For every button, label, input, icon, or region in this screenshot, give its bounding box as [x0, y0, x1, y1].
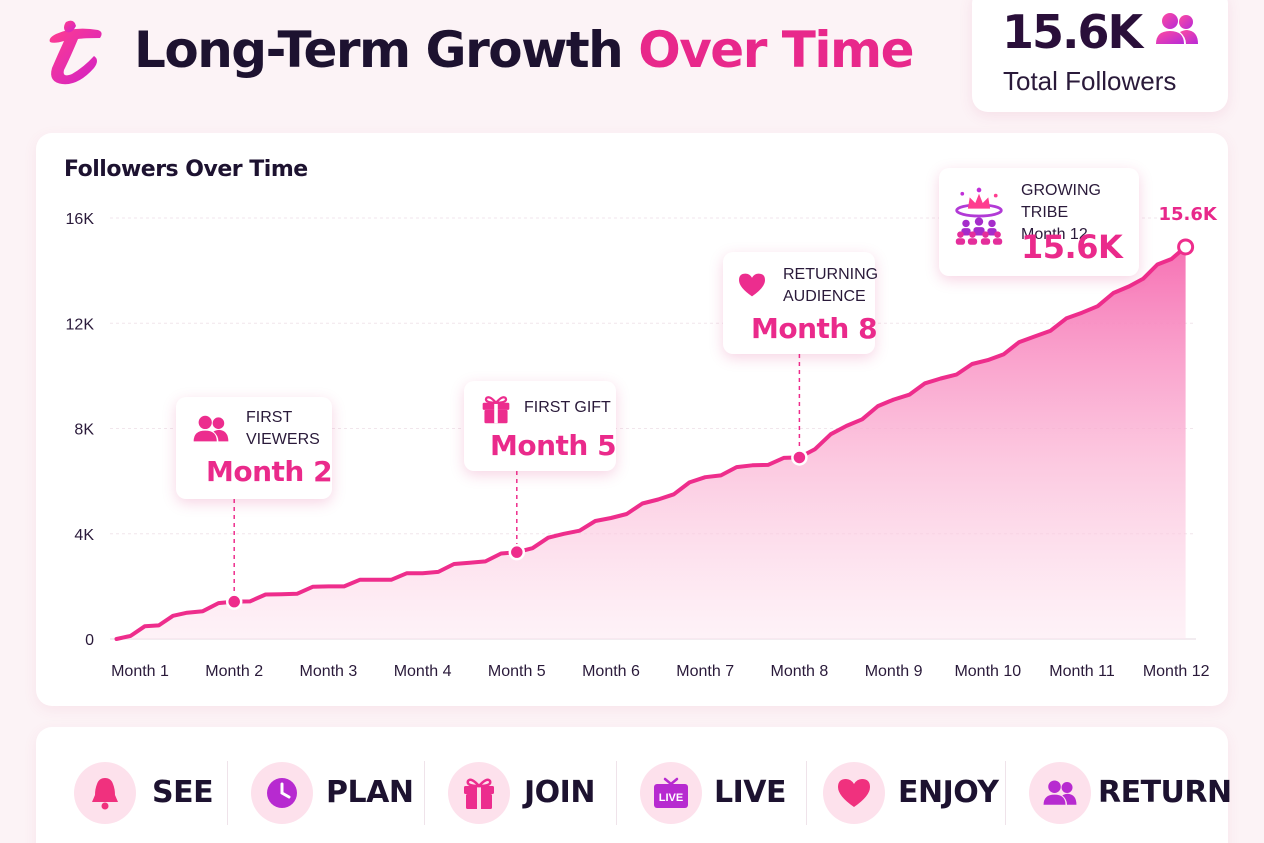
y-tick-label: 16K [66, 211, 95, 228]
step-label: ENJOY [898, 775, 999, 810]
followers-area [116, 246, 1186, 639]
milestone-point[interactable] [508, 543, 526, 561]
milestone-point[interactable] [225, 593, 243, 610]
x-tick-label: Month 7 [676, 663, 734, 680]
journey-steps-bar: SEE PLAN JOIN [36, 727, 1232, 843]
milestone-value: Month 5 [490, 429, 617, 462]
milestone-first-gift: FIRST GIFT Month 5 [464, 381, 617, 471]
step-divider [424, 761, 425, 825]
milestone-point[interactable] [791, 449, 808, 466]
heart-icon [739, 273, 765, 297]
milestone-caption: FIRST GIFT [524, 397, 611, 419]
live-tv-icon: LIVE [654, 777, 688, 808]
users-icon [1156, 13, 1198, 44]
milestone-growing-tribe: GROWING TRIBE Month 12 15.6K [939, 168, 1139, 276]
x-tick-label: Month 11 [1049, 663, 1115, 680]
step-divider [616, 761, 617, 825]
brand-t-icon [49, 20, 102, 85]
caption-line: AUDIENCE [783, 288, 866, 305]
x-tick-label: Month 6 [582, 663, 640, 680]
x-tick-label: Month 10 [954, 663, 1021, 680]
step-icon-circle [74, 762, 136, 824]
followers-chart-card: Followers Over Time 0 4K 8K 12K 16K Month 1 M… [36, 133, 1228, 706]
step-label: JOIN [524, 775, 595, 810]
milestone-returning-audience: RETURNING AUDIENCE Month 8 [723, 252, 878, 354]
step-divider [806, 761, 807, 825]
step-label: RETURN [1098, 775, 1232, 810]
step-icon-circle [251, 762, 313, 824]
y-tick-label: 4K [74, 527, 94, 544]
users-icon [1043, 780, 1077, 805]
caption-line: FIRST GIFT [524, 399, 611, 416]
page-title: Long-Term Growth Over Time [134, 21, 915, 79]
milestone-first-viewers: FIRST VIEWERS Month 2 [176, 397, 333, 499]
y-tick-label: 12K [66, 316, 95, 333]
page-title-highlight: Over Time [638, 21, 914, 79]
caption-line: VIEWERS [246, 431, 320, 448]
x-tick-label: Month 8 [770, 663, 828, 680]
step-label: LIVE [714, 775, 787, 810]
step-divider [1005, 761, 1006, 825]
users-icon [193, 415, 229, 442]
heart-icon [838, 779, 870, 807]
gift-icon [482, 396, 510, 424]
x-tick-label: Month 9 [865, 663, 923, 680]
milestone-caption: GROWING TRIBE Month 12 [1021, 180, 1139, 246]
x-tick-label: Month 3 [299, 663, 357, 680]
step-label: PLAN [326, 775, 414, 810]
milestone-value: Month 8 [751, 312, 878, 345]
total-followers-value: 15.6K [1002, 5, 1143, 59]
step-icon-circle [823, 762, 885, 824]
step-icon-circle: LIVE [640, 762, 702, 824]
x-tick-label: Month 12 [1143, 663, 1210, 680]
chart-title: Followers Over Time [64, 157, 308, 182]
end-point[interactable] [1177, 238, 1195, 256]
x-tick-label: Month 4 [394, 663, 452, 680]
total-followers-card: 15.6K Total Followers [972, 0, 1228, 112]
clock-icon [267, 778, 297, 808]
bell-icon [92, 778, 118, 810]
step-icon-circle [448, 762, 510, 824]
y-tick-label: 8K [74, 422, 94, 439]
followers-chart: 0 4K 8K 12K 16K Month 1 Month 2 Month 3 Month 4… [66, 204, 1218, 680]
milestone-value: 15.6K [1021, 228, 1123, 266]
svg-text:LIVE: LIVE [659, 792, 683, 804]
y-tick-label: 0 [85, 632, 94, 649]
caption-line: FIRST [246, 409, 293, 426]
step-divider [227, 761, 228, 825]
end-value-label: 15.6K [1158, 204, 1217, 225]
milestone-value: Month 2 [206, 455, 333, 488]
step-icon-circle [1029, 762, 1091, 824]
caption-line: Month 12 [1021, 226, 1088, 243]
caption-line: RETURNING [783, 266, 879, 283]
x-tick-label: Month 1 [111, 663, 169, 680]
crowd-crown-icon [955, 187, 1003, 245]
caption-line: GROWING TRIBE [1021, 182, 1101, 221]
x-tick-label: Month 5 [488, 663, 546, 680]
milestone-caption: FIRST VIEWERS [246, 407, 320, 451]
followers-line [114, 244, 1188, 641]
total-followers-label: Total Followers [1003, 66, 1177, 96]
gift-icon [464, 778, 494, 809]
step-label: SEE [152, 775, 214, 810]
x-tick-label: Month 2 [205, 663, 263, 680]
milestone-caption: RETURNING AUDIENCE [783, 264, 878, 308]
